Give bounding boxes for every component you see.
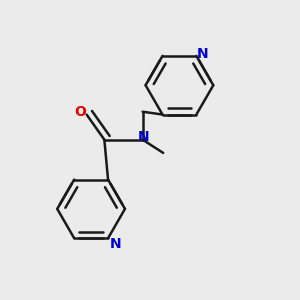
Text: N: N — [110, 236, 121, 250]
Text: O: O — [74, 105, 86, 119]
Text: N: N — [197, 46, 209, 61]
Text: N: N — [138, 130, 150, 144]
